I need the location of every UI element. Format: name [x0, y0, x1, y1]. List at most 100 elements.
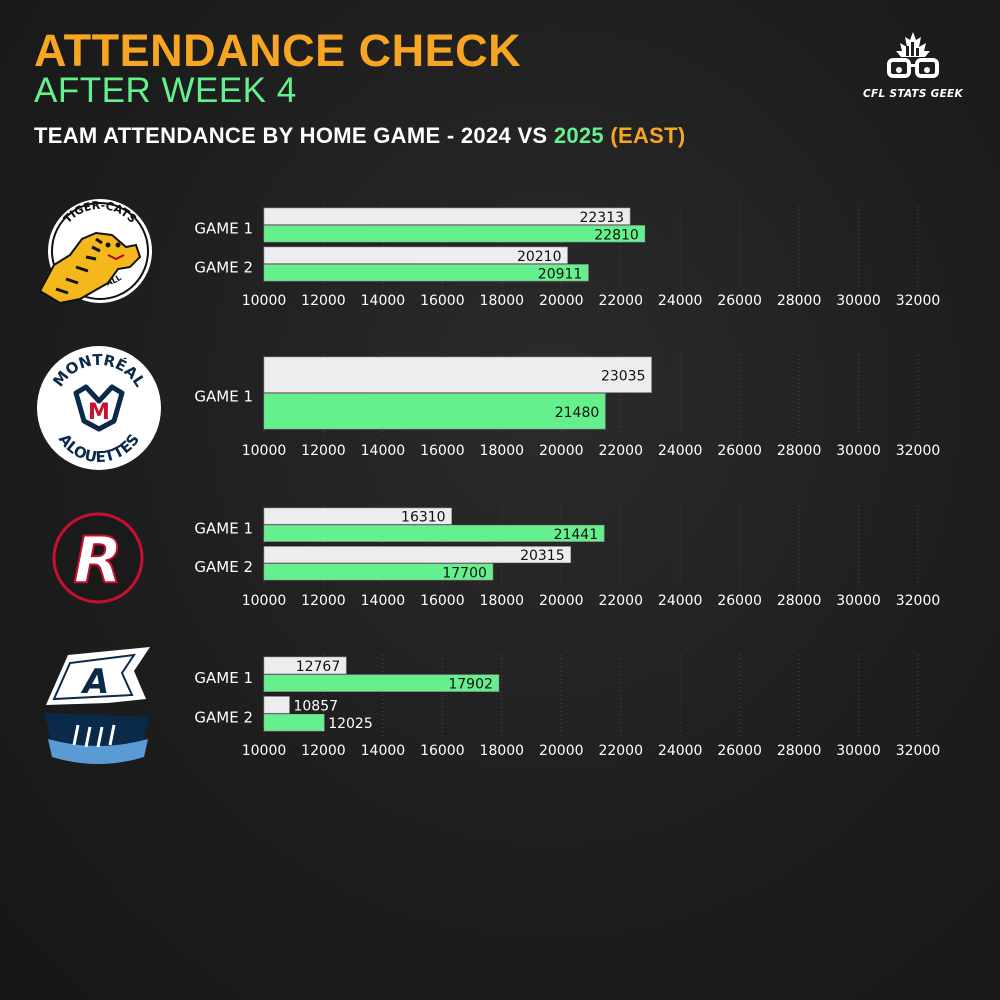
bar-2024 — [263, 546, 571, 564]
value-label: 20210 — [517, 249, 562, 265]
chart-heading: TEAM ATTENDANCE BY HOME GAME - 2024 VS 2… — [34, 122, 686, 150]
tick-label: 18000 — [480, 293, 525, 309]
tick-label: 10000 — [242, 593, 287, 609]
bar-2024 — [263, 656, 347, 675]
category-label: GAME 1 — [194, 669, 253, 687]
value-label: 21480 — [555, 405, 600, 421]
tick-label: 32000 — [896, 593, 941, 609]
tick-label: 20000 — [539, 293, 584, 309]
tick-label: 20000 — [539, 593, 584, 609]
value-label: 12767 — [296, 659, 341, 675]
tick-label: 32000 — [896, 743, 941, 759]
tick-label: 14000 — [361, 293, 406, 309]
tick-label: 26000 — [717, 443, 762, 459]
value-label: 22810 — [594, 227, 639, 243]
tick-label: 24000 — [658, 293, 703, 309]
category-label: GAME 2 — [194, 259, 253, 277]
tick-label: 26000 — [717, 293, 762, 309]
bar-2024 — [263, 207, 631, 225]
bar-2024 — [263, 696, 290, 714]
tick-label: 18000 — [480, 593, 525, 609]
tick-label: 26000 — [717, 593, 762, 609]
argonauts-logo-letter: A — [80, 662, 109, 702]
tick-label: 12000 — [301, 593, 346, 609]
brand-name: CFL STATS GEEK — [863, 88, 963, 100]
value-label: 20315 — [520, 548, 565, 564]
category-label: GAME 2 — [194, 708, 253, 726]
tick-label: 30000 — [836, 743, 881, 759]
value-label: 21441 — [554, 527, 599, 543]
bar-2025 — [263, 264, 589, 282]
bar-2025 — [263, 563, 494, 581]
tick-label: 16000 — [420, 593, 465, 609]
tick-label: 28000 — [777, 293, 822, 309]
tick-label: 20000 — [539, 743, 584, 759]
category-label: GAME 1 — [194, 220, 253, 238]
tick-label: 30000 — [836, 593, 881, 609]
tick-label: 12000 — [301, 443, 346, 459]
tick-label: 16000 — [420, 293, 465, 309]
heading-prefix: TEAM ATTENDANCE BY HOME GAME - 2024 VS — [34, 123, 554, 148]
tick-label: 12000 — [301, 743, 346, 759]
tick-label: 26000 — [717, 743, 762, 759]
value-label: 22313 — [579, 210, 624, 226]
tiger-cats-logo-icon: TIGER-CATS FOOTBALL — [38, 199, 152, 305]
page-title: ATTENDANCE CHECK — [34, 25, 522, 76]
tick-label: 14000 — [361, 443, 406, 459]
bar-2024 — [263, 246, 568, 264]
bar-2025 — [263, 674, 500, 692]
tick-label: 32000 — [896, 293, 941, 309]
heading-year: 2025 — [553, 123, 604, 148]
tick-label: 20000 — [539, 443, 584, 459]
tick-label: 22000 — [598, 743, 643, 759]
bar-2024 — [263, 356, 652, 393]
tick-label: 14000 — [361, 743, 406, 759]
category-label: GAME 2 — [194, 558, 253, 576]
category-label: GAME 1 — [194, 388, 253, 406]
value-label: 16310 — [401, 510, 446, 526]
tick-label: 16000 — [420, 443, 465, 459]
bar-2025 — [263, 393, 606, 430]
tick-label: 22000 — [598, 593, 643, 609]
category-label: GAME 1 — [194, 519, 253, 537]
bar-2024 — [263, 507, 452, 525]
tick-label: 30000 — [836, 443, 881, 459]
bar-2025 — [263, 524, 605, 542]
tick-label: 28000 — [777, 593, 822, 609]
bar-2025 — [263, 225, 646, 243]
value-label: 10857 — [293, 698, 338, 714]
maple-leaf-glasses-icon — [887, 32, 939, 78]
bar-2025 — [263, 713, 325, 732]
tick-label: 10000 — [242, 743, 287, 759]
alouettes-logo-letter: M — [88, 400, 110, 425]
tick-label: 24000 — [658, 593, 703, 609]
value-label: 23035 — [601, 368, 646, 384]
alouettes-logo-icon: MONTRÉAL ALOUETTES M — [37, 346, 161, 470]
value-label: 20911 — [538, 266, 583, 282]
value-label: 17700 — [442, 565, 487, 581]
tick-label: 22000 — [598, 443, 643, 459]
tick-label: 28000 — [777, 743, 822, 759]
heading-suffix: (EAST) — [603, 123, 686, 148]
tick-label: 18000 — [480, 743, 525, 759]
tick-label: 12000 — [301, 293, 346, 309]
redblacks-logo-letter: R — [73, 524, 122, 598]
tick-label: 14000 — [361, 593, 406, 609]
tick-label: 32000 — [896, 443, 941, 459]
tick-label: 28000 — [777, 443, 822, 459]
tick-label: 18000 — [480, 443, 525, 459]
tick-label: 22000 — [598, 293, 643, 309]
tick-label: 16000 — [420, 743, 465, 759]
tick-label: 10000 — [242, 443, 287, 459]
page-subtitle: AFTER WEEK 4 — [34, 71, 297, 110]
argonauts-logo-icon: A — [44, 647, 150, 764]
value-label: 17902 — [448, 677, 493, 693]
redblacks-logo-icon: R — [52, 512, 144, 604]
tick-label: 10000 — [242, 293, 287, 309]
tick-label: 24000 — [658, 443, 703, 459]
brand-logo: CFL STATS GEEK — [858, 30, 968, 106]
tick-label: 24000 — [658, 743, 703, 759]
tick-label: 30000 — [836, 293, 881, 309]
value-label: 12025 — [328, 716, 373, 732]
